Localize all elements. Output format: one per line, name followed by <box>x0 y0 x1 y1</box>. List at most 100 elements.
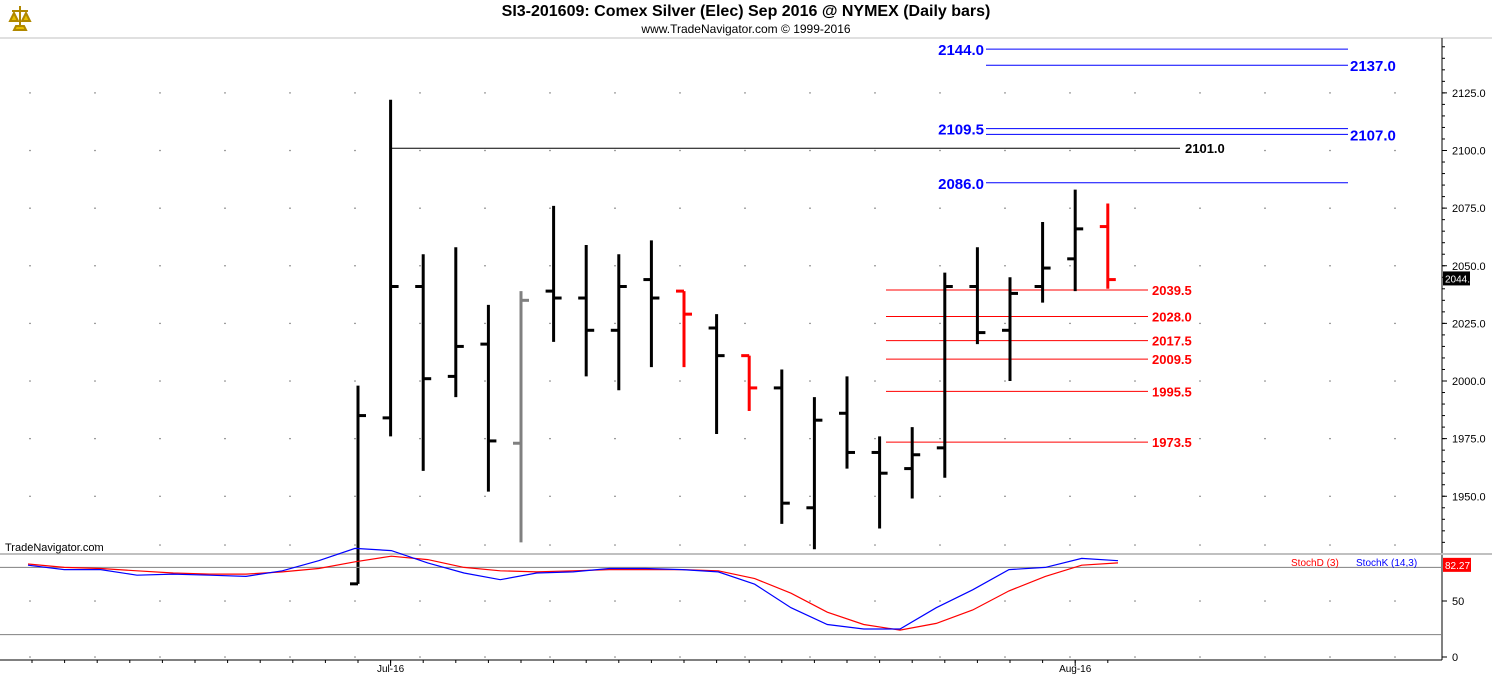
grid-dot <box>1199 380 1201 382</box>
grid-dot <box>549 656 551 658</box>
grid-dot <box>1134 656 1136 658</box>
grid-dot <box>939 264 941 267</box>
level-label: 2107.0 <box>1350 127 1396 144</box>
grid-dot <box>29 437 31 440</box>
grid-dot <box>29 322 31 325</box>
stochastic-panel: 0 50 StochD (3) StochK (14,3) 82.27 <box>0 547 1471 664</box>
grid-dot <box>354 495 356 498</box>
ohlc-bars <box>350 99 1116 586</box>
grid-dot <box>289 600 291 602</box>
grid-dot <box>1134 495 1136 498</box>
grid-dot <box>939 544 941 546</box>
grid-dot <box>549 380 551 382</box>
grid-dot <box>484 149 486 152</box>
grid-dot <box>939 600 941 602</box>
grid-dot <box>549 544 551 546</box>
grid-dot <box>29 600 31 602</box>
grid-dot <box>744 656 746 658</box>
grid-dot <box>224 207 226 209</box>
grid-dot <box>549 92 551 94</box>
grid-dot <box>1329 264 1331 267</box>
grid-dot <box>1199 544 1201 546</box>
grid-dot <box>1329 207 1331 209</box>
grid-dot <box>679 149 681 152</box>
grid-dot <box>419 322 421 325</box>
grid-dot <box>744 264 746 267</box>
grid-dot <box>1199 600 1201 602</box>
grid-dot <box>744 544 746 546</box>
grid-dot <box>809 92 811 94</box>
grid-dot <box>1329 380 1331 382</box>
grid-dot <box>224 322 226 325</box>
grid-dot <box>679 92 681 94</box>
grid-dot <box>874 322 876 325</box>
grid-dot <box>1069 380 1071 382</box>
grid-dot <box>1199 149 1201 152</box>
grid-dot <box>1264 600 1266 602</box>
stoch-value-box <box>1443 557 1471 572</box>
grid-dot <box>1264 207 1266 209</box>
grid-dot <box>1004 600 1006 602</box>
grid-dot <box>354 600 356 602</box>
grid-dot <box>289 544 291 546</box>
grid-dot <box>549 264 551 267</box>
grid-dot <box>419 149 421 152</box>
grid-dot <box>809 322 811 325</box>
grid-dot <box>29 656 31 658</box>
grid-dot <box>1264 437 1266 440</box>
grid-dot <box>159 149 161 152</box>
grid-dot <box>1394 495 1396 498</box>
grid-dot <box>419 600 421 602</box>
grid-dot <box>484 600 486 602</box>
grid-dot <box>1199 495 1201 498</box>
x-tick-label: Jul-16 <box>377 664 405 675</box>
y-tick-label: 2125.0 <box>1452 88 1486 100</box>
grid-dot <box>1004 495 1006 498</box>
grid-dot <box>744 322 746 325</box>
grid-dot <box>1004 322 1006 325</box>
grid-dot <box>289 264 291 267</box>
grid-dot <box>1134 92 1136 94</box>
grid-dot <box>484 495 486 498</box>
stoch-legend-label: StochK (14,3) <box>1356 558 1417 569</box>
grid-dot <box>744 207 746 209</box>
grid-dot <box>939 495 941 498</box>
grid-dot <box>679 656 681 658</box>
grid-dot <box>159 437 161 440</box>
grid-dot <box>484 656 486 658</box>
grid-dot <box>354 380 356 382</box>
grid-dot <box>679 264 681 267</box>
grid-dot <box>29 149 31 152</box>
grid-dot <box>224 495 226 498</box>
grid-dot <box>874 544 876 546</box>
grid-dot <box>1134 544 1136 546</box>
grid-dot <box>419 437 421 440</box>
grid-dot <box>484 92 486 94</box>
grid-dot <box>224 544 226 546</box>
grid-dot <box>549 207 551 209</box>
grid-dot <box>1394 264 1396 267</box>
level-label: 2144.0 <box>938 42 984 59</box>
grid-dot <box>1329 322 1331 325</box>
grid-dot <box>1329 92 1331 94</box>
grid-dot <box>939 437 941 440</box>
grid-dot <box>1004 544 1006 546</box>
grid-dot <box>1264 264 1266 267</box>
grid-dot <box>614 495 616 498</box>
grid-dot <box>1069 207 1071 209</box>
grid-dot <box>419 207 421 209</box>
grid-dot <box>289 322 291 325</box>
grid-dot <box>939 656 941 658</box>
grid-dot <box>1134 322 1136 325</box>
level-label: 2137.0 <box>1350 58 1396 75</box>
stoch-k-line <box>27 547 1119 630</box>
grid-dot <box>874 92 876 94</box>
last-price-label: 2044.5 <box>1445 274 1476 285</box>
grid-dot <box>1264 544 1266 546</box>
grid-dot <box>1069 600 1071 602</box>
grid-dot <box>1004 207 1006 209</box>
grid-dot <box>1004 264 1006 267</box>
grid-dot <box>939 207 941 209</box>
grid-dots <box>29 92 1396 658</box>
grid-dot <box>289 207 291 209</box>
